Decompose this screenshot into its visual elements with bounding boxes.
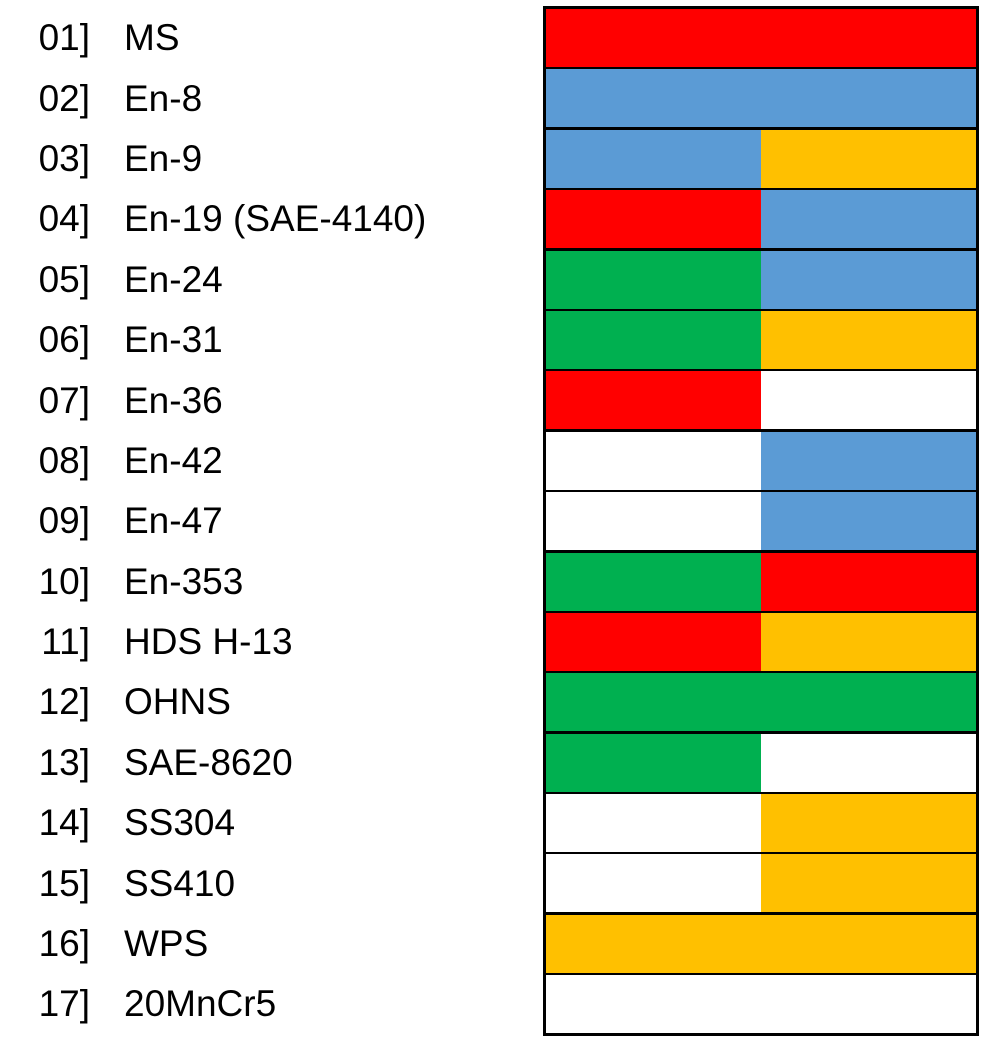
material-number: 14]: [38, 802, 90, 844]
color-swatch-green: [546, 673, 976, 732]
material-row-label: 04] En-19 (SAE-4140): [0, 189, 520, 249]
color-code-row: [546, 9, 976, 67]
color-code-row: [546, 431, 976, 490]
color-swatch-green: [546, 250, 761, 309]
material-name: SS304: [124, 802, 236, 844]
material-name: En-9: [124, 137, 203, 179]
color-swatch-white: [546, 794, 761, 853]
color-swatch-yellow: [761, 129, 976, 188]
material-label-list: 01] MS 02] En-8 03] En-9 04] En-19 (SAE-4140) 05…: [0, 8, 520, 1035]
color-swatch-green: [546, 733, 761, 792]
material-row-label: 10] En-353: [0, 552, 520, 612]
material-row-label: 12] OHNS: [0, 672, 520, 732]
material-name: En-42: [124, 439, 223, 481]
material-number: 12]: [38, 681, 90, 723]
color-swatch-green: [546, 552, 761, 611]
material-name: OHNS: [124, 681, 231, 723]
color-code-row: [546, 371, 976, 430]
color-code-row: [546, 492, 976, 551]
color-code-row: [546, 914, 976, 973]
color-swatch-blue: [761, 492, 976, 551]
material-name: En-19 (SAE-4140): [124, 198, 427, 240]
color-swatch-white: [546, 975, 976, 1034]
material-row-label: 08] En-42: [0, 431, 520, 491]
color-swatch-white: [546, 431, 761, 490]
color-swatch-white: [546, 492, 761, 551]
material-number: 02]: [38, 77, 90, 119]
material-name: MS: [124, 17, 180, 59]
material-name: En-8: [124, 77, 203, 119]
color-swatch-green: [546, 310, 761, 369]
color-code-row: [546, 673, 976, 732]
material-name: En-353: [124, 560, 244, 602]
material-number: 15]: [38, 862, 90, 904]
material-number: 06]: [38, 319, 90, 361]
material-name: WPS: [124, 923, 209, 965]
material-row-label: 09] En-47: [0, 491, 520, 551]
color-code-row: [546, 69, 976, 128]
material-name: En-31: [124, 319, 223, 361]
material-name: SS410: [124, 862, 236, 904]
material-number: 16]: [38, 923, 90, 965]
color-code-row: [546, 733, 976, 792]
color-swatch-yellow: [761, 310, 976, 369]
material-name: SAE-8620: [124, 741, 293, 783]
color-code-row: [546, 854, 976, 913]
color-swatch-blue: [546, 69, 976, 128]
material-row-label: 02] En-8: [0, 68, 520, 128]
material-name: En-36: [124, 379, 223, 421]
material-row-label: 06] En-31: [0, 310, 520, 370]
color-code-row: [546, 794, 976, 853]
material-row-label: 16] WPS: [0, 914, 520, 974]
material-number: 08]: [38, 439, 90, 481]
color-swatch-blue: [761, 431, 976, 490]
color-code-row: [546, 250, 976, 309]
color-code-grid: [543, 6, 979, 1037]
material-row-label: 13] SAE-8620: [0, 733, 520, 793]
color-swatch-red: [546, 9, 976, 67]
material-number: 10]: [38, 560, 90, 602]
material-name: En-24: [124, 258, 223, 300]
color-swatch-red: [546, 190, 761, 249]
material-number: 13]: [38, 741, 90, 783]
color-swatch-white: [761, 733, 976, 792]
color-code-row: [546, 552, 976, 611]
color-swatch-red: [546, 371, 761, 430]
material-row-label: 01] MS: [0, 8, 520, 68]
color-swatch-blue: [761, 250, 976, 309]
color-code-row: [546, 310, 976, 369]
material-number: 17]: [38, 983, 90, 1025]
material-number: 07]: [38, 379, 90, 421]
material-row-label: 03] En-9: [0, 129, 520, 189]
color-swatch-blue: [761, 190, 976, 249]
color-swatch-yellow: [761, 854, 976, 913]
color-code-row: [546, 190, 976, 249]
color-code-row: [546, 975, 976, 1034]
material-name: HDS H-13: [124, 621, 293, 663]
material-row-label: 05] En-24: [0, 250, 520, 310]
material-number: 05]: [38, 258, 90, 300]
color-code-row: [546, 612, 976, 671]
material-name: En-47: [124, 500, 223, 542]
color-swatch-white: [761, 371, 976, 430]
material-row-label: 17] 20MnCr5: [0, 974, 520, 1034]
material-number: 01]: [38, 17, 90, 59]
material-row-label: 07] En-36: [0, 370, 520, 430]
material-row-label: 15] SS410: [0, 853, 520, 913]
material-number: 11]: [41, 621, 90, 663]
color-code-row: [546, 129, 976, 188]
color-swatch-red: [546, 612, 761, 671]
color-swatch-yellow: [761, 794, 976, 853]
material-row-label: 14] SS304: [0, 793, 520, 853]
color-swatch-red: [761, 552, 976, 611]
color-swatch-white: [546, 854, 761, 913]
color-swatch-blue: [546, 129, 761, 188]
material-number: 03]: [38, 137, 90, 179]
material-number: 04]: [38, 198, 90, 240]
material-name: 20MnCr5: [124, 983, 277, 1025]
color-swatch-yellow: [546, 914, 976, 973]
color-swatch-yellow: [761, 612, 976, 671]
material-row-label: 11] HDS H-13: [0, 612, 520, 672]
material-number: 09]: [38, 500, 90, 542]
